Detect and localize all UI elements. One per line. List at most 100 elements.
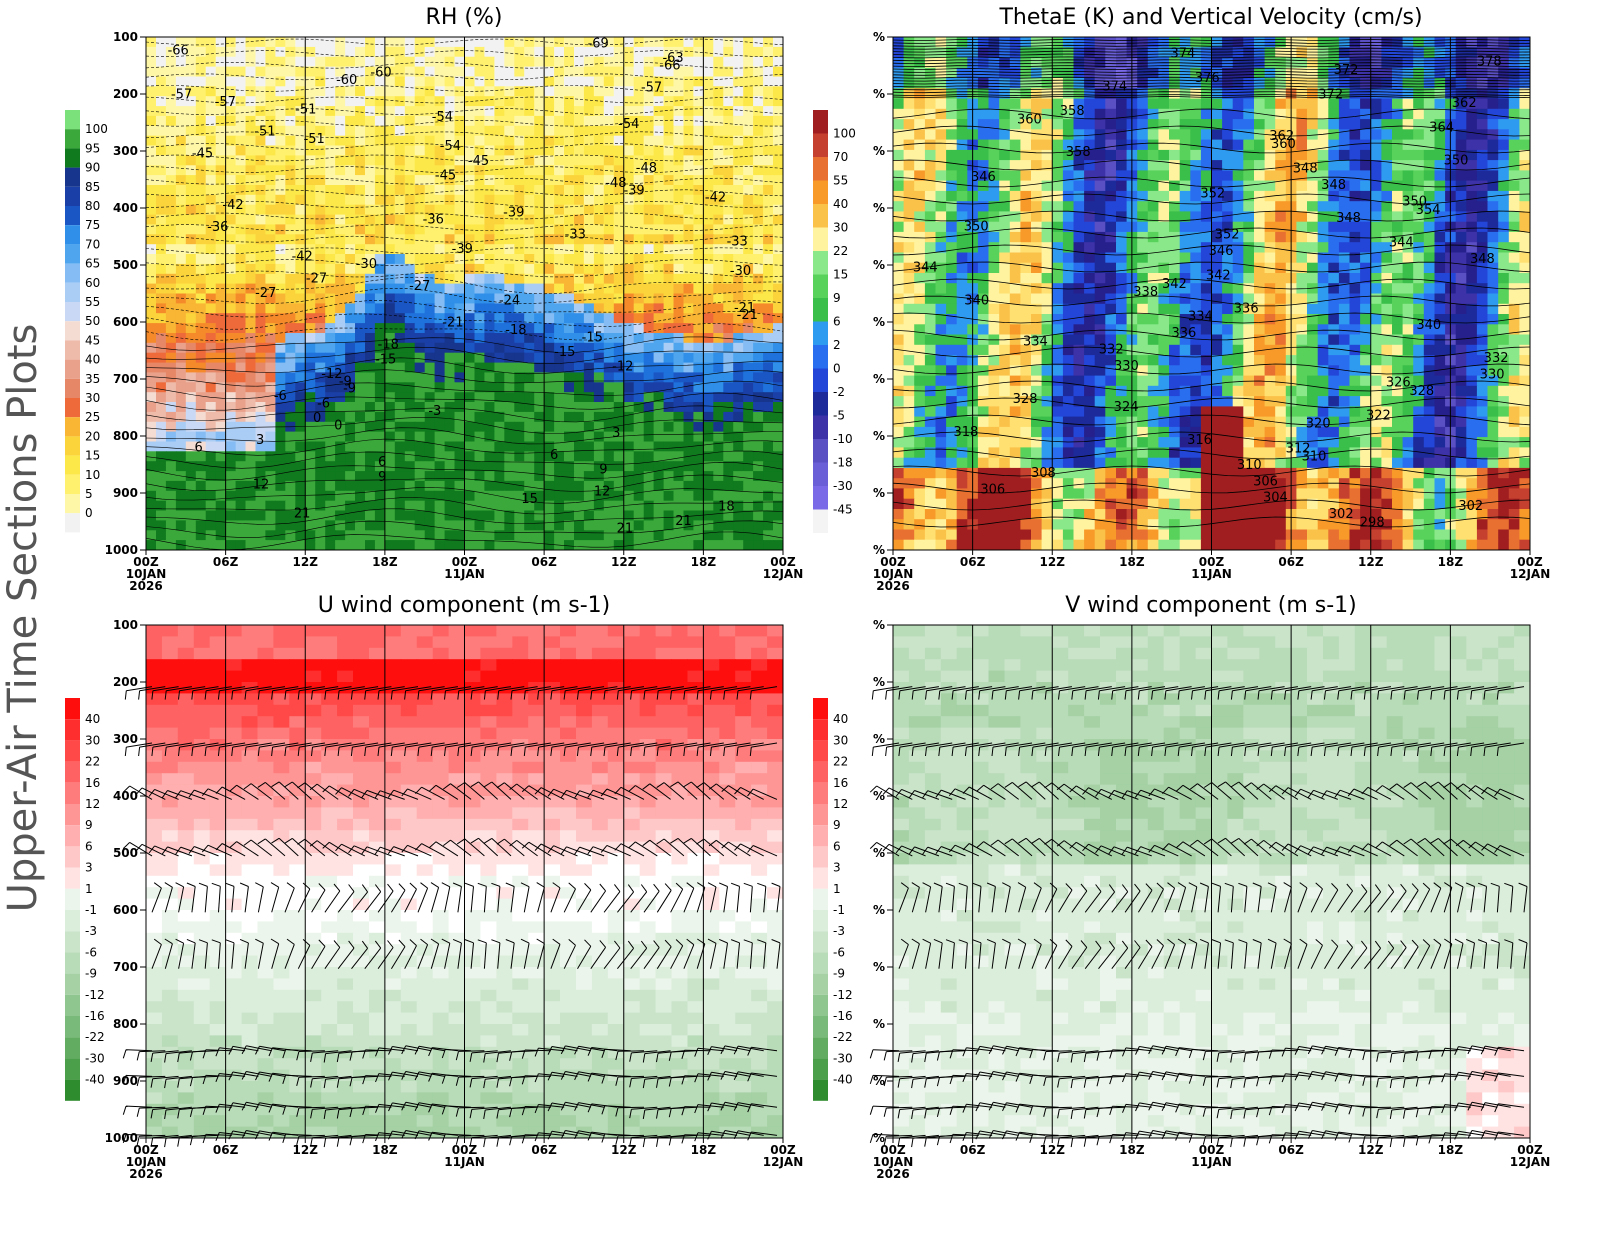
rh-cell (156, 303, 167, 314)
rh-cell (524, 392, 535, 403)
rh-cell (374, 431, 386, 443)
rh-cell (753, 510, 764, 521)
rh-cell (494, 303, 505, 314)
rh-cell (564, 234, 575, 245)
rh-cell (255, 125, 267, 137)
omega-cell (903, 88, 915, 100)
rh-cell (255, 37, 267, 48)
rh-cell (374, 313, 386, 324)
rh-cell (593, 451, 605, 462)
rh-cell (564, 263, 575, 275)
omega-cell (1116, 242, 1128, 254)
rh-cell (285, 145, 296, 156)
omega-cell (1073, 231, 1085, 243)
omega-cell (1296, 211, 1308, 223)
rh-cell (534, 56, 545, 68)
rh-cell (633, 155, 645, 166)
rh-cell (564, 441, 575, 452)
rh-cell (593, 303, 605, 314)
rh-cell (215, 273, 227, 285)
rh-cell (404, 342, 416, 354)
rh-cell (434, 135, 446, 147)
rh-cell (753, 471, 764, 482)
omega-cell (1031, 262, 1043, 274)
rh-cell (414, 382, 426, 393)
rh-cell (365, 471, 376, 482)
rh-cell (683, 145, 695, 156)
rh-cell (653, 254, 665, 265)
omega-cell (1147, 129, 1159, 141)
rh-cell (345, 86, 356, 97)
rh-cell (156, 56, 167, 68)
rh-cell (175, 273, 187, 285)
rh-cell (245, 86, 257, 97)
rh-cell (384, 204, 396, 216)
rh-cell (564, 293, 575, 304)
rh-cell (583, 530, 595, 541)
rh-cell (564, 283, 575, 295)
rh-cell (474, 333, 486, 344)
rh-cell (325, 313, 336, 324)
omega-cell (903, 108, 915, 120)
rh-cell (205, 96, 217, 107)
rh-cell (564, 352, 575, 364)
rh-cell (713, 362, 724, 374)
omega-cell (1360, 139, 1372, 151)
rh-cell (673, 333, 685, 344)
omega-cell (1498, 180, 1510, 192)
omega-cell (1508, 37, 1520, 48)
rh-cell (175, 96, 187, 107)
rh-cell (414, 303, 426, 314)
contour-label: -60 (336, 73, 357, 88)
omega-cell (1381, 190, 1393, 202)
rh-cell (365, 175, 376, 186)
omega-cell (935, 211, 947, 223)
rh-cell (434, 471, 446, 482)
omega-cell (1062, 78, 1075, 89)
rh-cell (723, 244, 734, 255)
rh-cell (295, 96, 306, 107)
omega-cell (1402, 108, 1414, 120)
omega-cell (1052, 88, 1064, 100)
rh-cell (743, 303, 754, 314)
rh-cell (156, 402, 167, 413)
rh-cell (623, 204, 635, 216)
rh-cell (365, 520, 376, 531)
rh-cell (265, 66, 276, 78)
omega-cell (1264, 160, 1276, 171)
rh-cell (753, 125, 764, 137)
rh-cell (156, 441, 167, 452)
rh-cell (384, 155, 396, 166)
rh-cell (365, 254, 376, 265)
omega-cell (1116, 78, 1128, 89)
omega-cell (914, 88, 926, 100)
rh-cell (285, 175, 296, 186)
rh-cell (404, 263, 416, 275)
rh-cell (365, 66, 376, 78)
rh-cell (723, 283, 734, 295)
rh-cell (345, 194, 356, 206)
omega-cell (988, 129, 1000, 141)
rh-cell (713, 323, 724, 334)
rh-cell (703, 254, 714, 265)
rh-cell (414, 441, 426, 452)
rh-cell (374, 520, 386, 531)
rh-cell (175, 263, 187, 275)
omega-cell (1307, 88, 1319, 100)
omega-cell (1381, 211, 1393, 223)
omega-cell (1009, 262, 1021, 274)
rh-cell (613, 362, 625, 374)
omega-cell (1031, 180, 1043, 192)
rh-cell (574, 530, 585, 541)
rh-cell (773, 461, 783, 472)
rh-cell (643, 135, 655, 147)
rh-cell (235, 471, 247, 482)
rh-cell (165, 175, 177, 186)
rh-cell (404, 96, 416, 107)
rh-cell (773, 342, 783, 354)
rh-cell (275, 273, 286, 285)
rh-cell (474, 155, 486, 166)
omega-cell (1317, 47, 1329, 59)
rh-cell (464, 372, 476, 383)
rh-cell (773, 115, 783, 127)
